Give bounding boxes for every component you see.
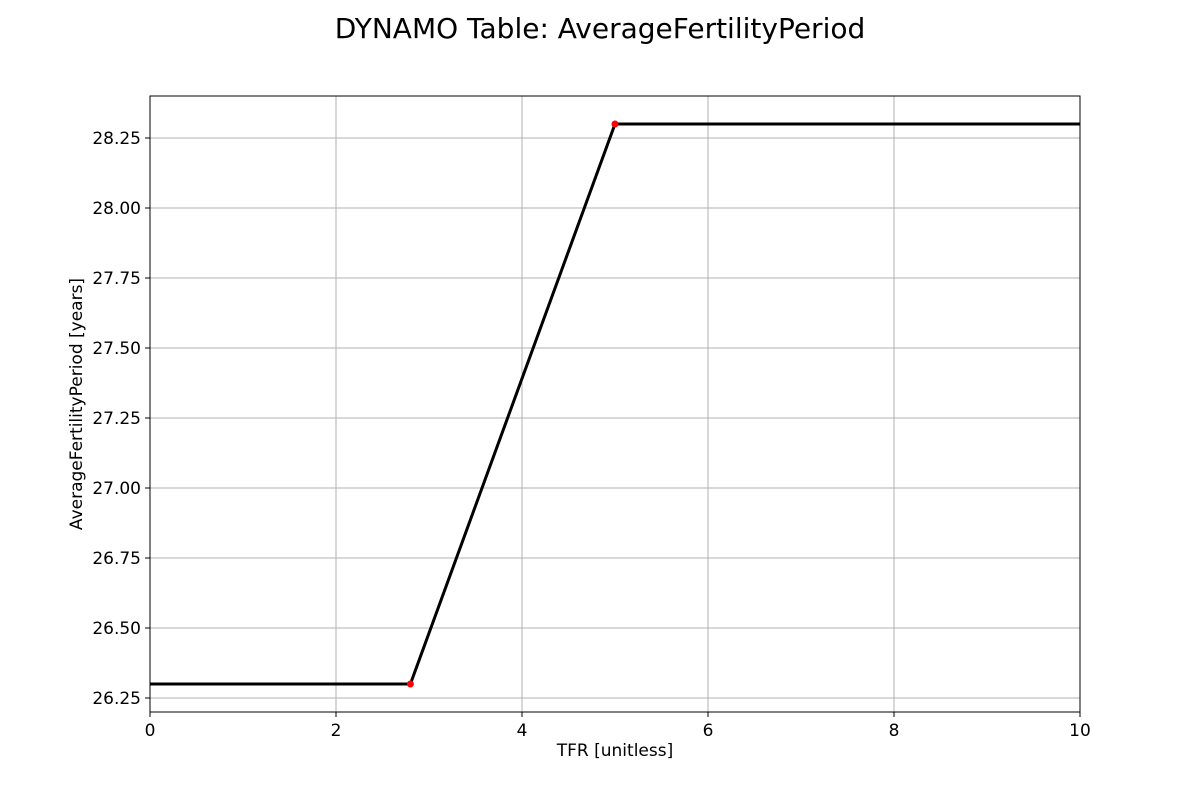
points-layer xyxy=(406,120,619,688)
y-tick-label: 26.75 xyxy=(92,549,141,569)
x-tick-label: 0 xyxy=(145,721,156,741)
x-tick-label: 8 xyxy=(889,721,900,741)
chart-title: DYNAMO Table: AverageFertilityPeriod xyxy=(335,12,866,45)
data-point xyxy=(611,120,619,128)
series-layer xyxy=(150,122,1080,686)
y-axis-label: AverageFertilityPeriod [years] xyxy=(67,278,87,530)
x-tick-label: 10 xyxy=(1069,721,1091,741)
y-tick-label: 28.25 xyxy=(92,129,141,149)
ticks: 0 2 4 6 8 10 26.25 26.50 26.75 27.00 27.25 27.50 27.… xyxy=(92,129,1090,741)
y-tick-label: 28.00 xyxy=(92,199,141,219)
data-point xyxy=(406,680,414,688)
y-tick-label: 27.00 xyxy=(92,479,141,499)
series-line xyxy=(150,122,1080,686)
y-tick-label: 26.25 xyxy=(92,689,141,709)
x-tick-label: 2 xyxy=(331,721,342,741)
x-axis-label: TFR [unitless] xyxy=(556,741,673,761)
x-tick-label: 6 xyxy=(703,721,714,741)
plot-frame xyxy=(149,95,1081,713)
y-tick-label: 27.25 xyxy=(92,409,141,429)
x-tick-label: 4 xyxy=(517,721,528,741)
y-tick-label: 26.50 xyxy=(92,619,141,639)
y-tick-label: 27.75 xyxy=(92,269,141,289)
y-tick-label: 27.50 xyxy=(92,339,141,359)
grid xyxy=(149,96,1081,712)
